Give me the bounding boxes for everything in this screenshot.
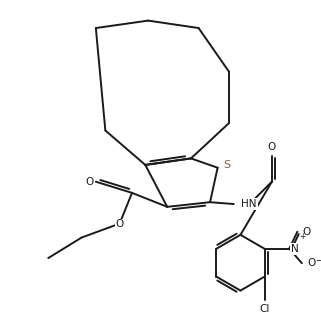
Text: Cl: Cl <box>259 304 270 315</box>
Text: O: O <box>303 227 311 237</box>
Text: S: S <box>223 160 230 171</box>
Text: O: O <box>85 177 94 187</box>
Text: N: N <box>291 244 299 254</box>
Text: HN: HN <box>241 199 257 209</box>
Text: O: O <box>116 219 124 230</box>
Text: O: O <box>307 258 316 268</box>
Text: −: − <box>315 255 321 264</box>
Text: +: + <box>299 232 306 241</box>
Text: O: O <box>268 142 276 152</box>
